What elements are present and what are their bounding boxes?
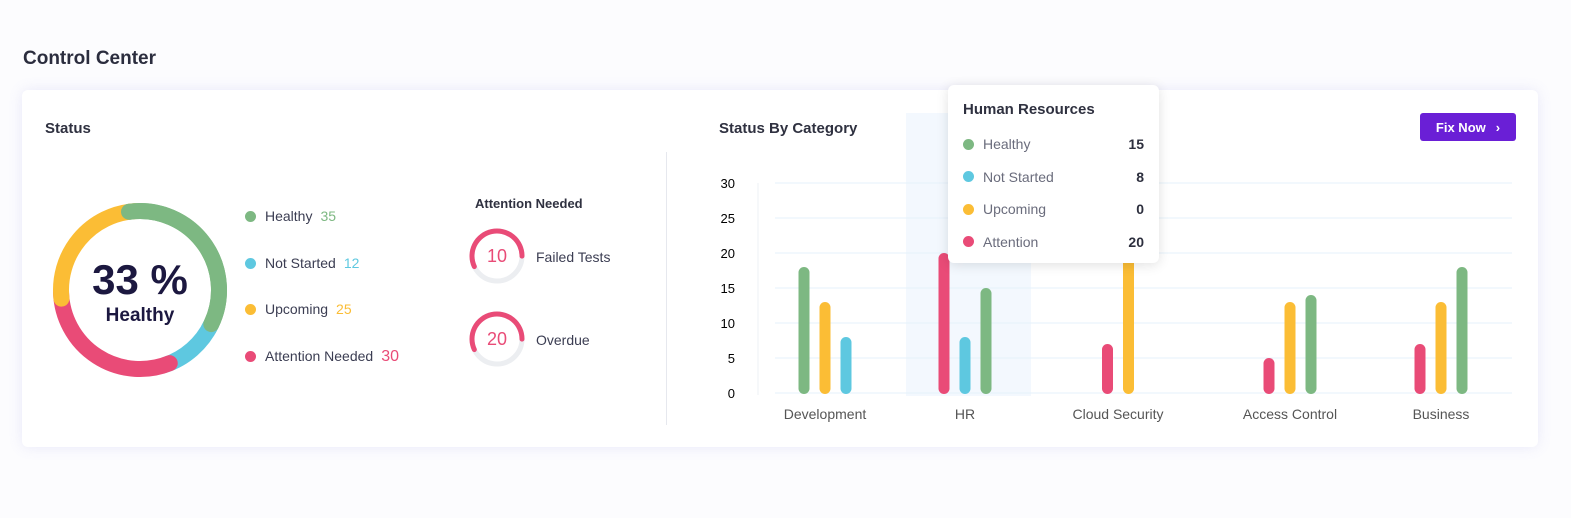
y-tick-label: 25 (721, 211, 735, 226)
failed-tests-ring (469, 228, 525, 284)
upcoming-dot-icon (245, 304, 256, 315)
legend-label: Not Started (265, 254, 336, 271)
tooltip-title: Human Resources (963, 101, 1095, 118)
tooltip-row-not-started: Not Started 8 (963, 161, 1144, 194)
legend-label: Healthy (265, 208, 313, 224)
attention-item-overdue[interactable]: 20 Overdue (468, 310, 590, 375)
legend-item-healthy: Healthy 35 (245, 208, 399, 255)
legend-value: 30 (381, 347, 399, 365)
y-tick-label: 20 (721, 246, 735, 261)
donut-segment-healthy-cap (121, 203, 227, 333)
healthy-dot-icon (245, 211, 256, 222)
chart-tooltip: Human Resources Healthy 15 Not Started 8 U… (948, 85, 1159, 263)
status-legend: Healthy 35 Not Started 12 Upcoming 25 Atten… (245, 208, 399, 394)
upcoming-dot-icon (963, 203, 974, 215)
attention-title: Attention Needed (475, 196, 583, 211)
bar-attention[interactable] (1263, 358, 1275, 394)
bar-not_started[interactable] (959, 337, 971, 394)
ring-progress (469, 228, 525, 270)
bar-healthy[interactable] (1456, 267, 1468, 394)
healthy-dot-icon (963, 138, 974, 150)
legend-item-upcoming: Upcoming 25 (245, 301, 399, 348)
fix-now-button[interactable]: Fix Now › (1420, 113, 1516, 141)
tooltip-row-upcoming: Upcoming 0 (963, 193, 1144, 226)
attention-dot-icon (963, 236, 974, 248)
tooltip-value: 15 (1128, 136, 1144, 153)
donut-segment-attention (53, 285, 178, 377)
not-started-dot-icon (245, 257, 256, 269)
y-tick-label: 0 (728, 386, 735, 401)
bar-upcoming[interactable] (1435, 302, 1447, 394)
divider (666, 152, 667, 425)
failed-tests-label: Failed Tests (536, 249, 611, 265)
bar-upcoming[interactable] (1284, 302, 1296, 394)
x-category-label: Development (784, 406, 867, 422)
donut-center-value: 33 % (92, 256, 188, 303)
y-tick-label: 5 (728, 351, 735, 366)
bar-attention[interactable] (1414, 344, 1426, 394)
donut-segment-upcoming (53, 203, 143, 307)
tooltip-value: 0 (1136, 201, 1144, 218)
attention-item-failed-tests[interactable]: 10 Failed Tests (468, 227, 610, 292)
tooltip-label: Not Started (983, 168, 1054, 185)
ring-progress (469, 311, 525, 353)
bar-not_started[interactable] (840, 337, 852, 394)
y-tick-label: 10 (721, 316, 735, 331)
page-title: Control Center (23, 48, 156, 69)
status-title: Status (45, 120, 91, 137)
bar-upcoming[interactable] (819, 302, 831, 394)
tooltip-value: 20 (1128, 233, 1144, 250)
tooltip-value: 8 (1136, 168, 1144, 185)
tooltip-label: Attention (983, 233, 1039, 250)
tooltip-label: Healthy (983, 136, 1031, 153)
not-started-dot-icon (963, 171, 974, 183)
overdue-label: Overdue (536, 332, 590, 348)
tooltip-label: Upcoming (983, 201, 1047, 218)
x-category-label: Cloud Security (1072, 406, 1163, 422)
category-title: Status By Category (719, 120, 858, 137)
legend-value: 12 (343, 254, 360, 271)
overdue-value: 20 (486, 329, 508, 349)
bar-healthy[interactable] (798, 267, 810, 394)
tooltip-row-attention: Attention 20 (963, 226, 1144, 259)
x-category-label: Business (1413, 406, 1470, 422)
status-donut: 33 % Healthy (53, 203, 227, 377)
legend-item-attention: Attention Needed 30 (245, 348, 399, 395)
failed-tests-value: 10 (486, 246, 508, 266)
legend-item-not-started: Not Started 12 (245, 255, 399, 302)
donut-center-label: Healthy (106, 305, 175, 326)
legend-value: 35 (320, 208, 337, 224)
x-category-label: HR (955, 406, 975, 422)
overdue-ring (469, 311, 525, 367)
x-category-label: Access Control (1243, 406, 1337, 422)
y-tick-label: 15 (721, 281, 735, 296)
bar-healthy[interactable] (1305, 295, 1317, 394)
bar-upcoming[interactable] (1123, 239, 1134, 394)
legend-label: Upcoming (265, 301, 329, 317)
bar-attention[interactable] (1102, 344, 1113, 394)
legend-value: 25 (336, 301, 352, 317)
bar-attention[interactable] (938, 253, 950, 394)
tooltip-row-healthy: Healthy 15 (963, 128, 1144, 161)
y-tick-label: 30 (721, 176, 735, 191)
fix-now-label: Fix Now (1435, 119, 1486, 135)
legend-label: Attention Needed (265, 347, 374, 364)
chevron-right-icon: › (1495, 119, 1501, 135)
bar-healthy[interactable] (980, 288, 992, 394)
attention-dot-icon (245, 350, 256, 362)
